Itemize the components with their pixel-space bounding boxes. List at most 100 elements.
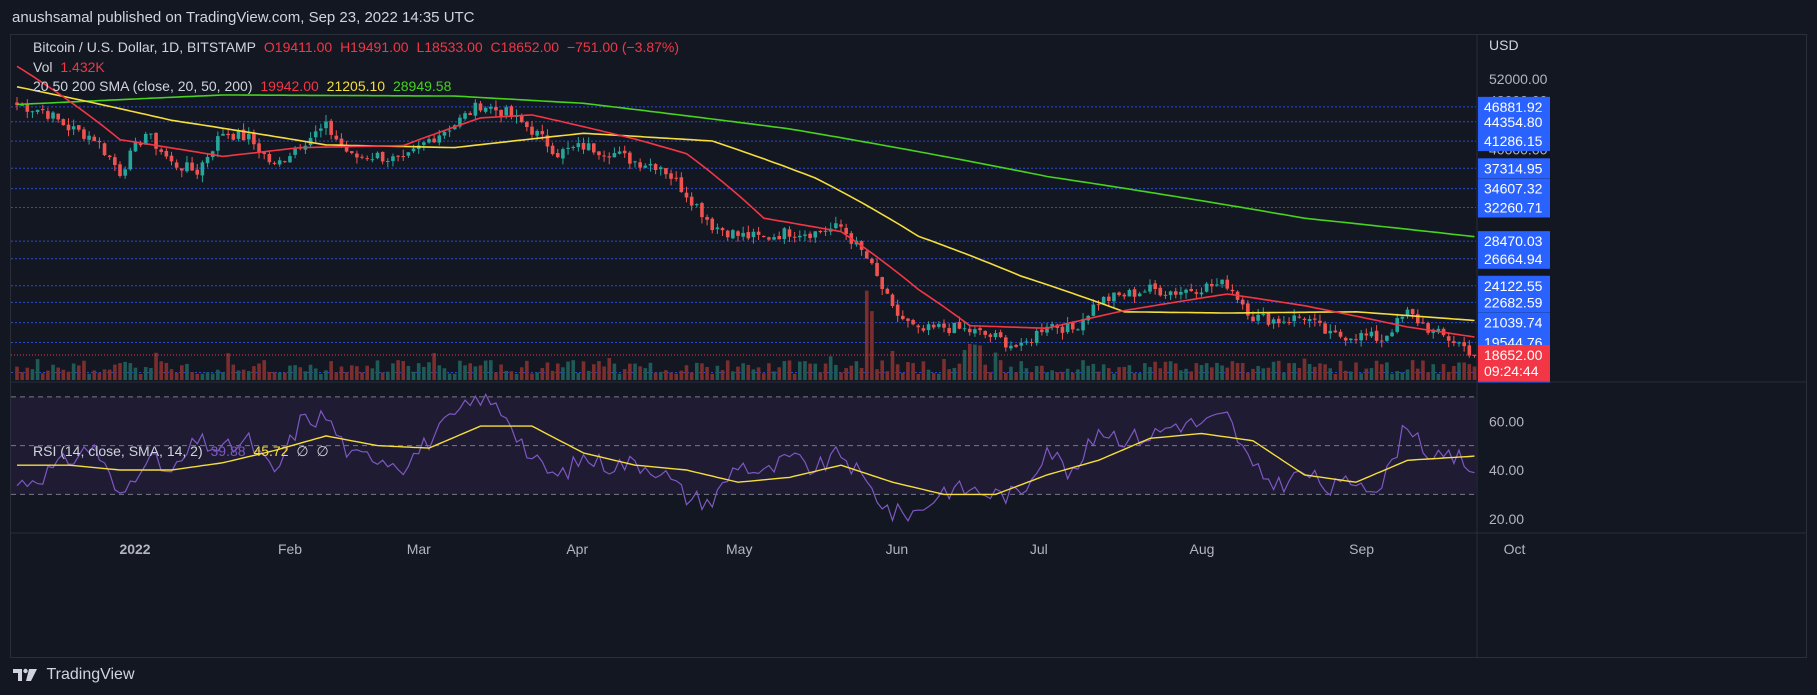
volume-bar — [1323, 364, 1327, 380]
volume-bar — [1313, 366, 1317, 380]
candle-body — [875, 262, 879, 276]
volume-bar — [190, 372, 194, 380]
open-value: O19411.00 — [263, 39, 333, 55]
volume-bar — [1359, 373, 1363, 380]
sma-label[interactable]: 20 50 200 SMA (close, 20, 50, 200) — [33, 78, 253, 94]
candle-body — [288, 156, 292, 163]
candle-body — [149, 133, 153, 135]
candle-body — [143, 133, 148, 145]
candle-body — [308, 137, 313, 146]
volume-bar — [741, 363, 745, 380]
volume-bar — [298, 367, 303, 380]
candle-body — [1400, 316, 1405, 319]
volume-bar — [890, 350, 895, 380]
sma200-line — [16, 94, 1475, 238]
volume-bar — [617, 373, 622, 380]
time-axis-tick: Oct — [1504, 541, 1526, 557]
candle-body — [1163, 294, 1168, 296]
volume-bar — [1210, 367, 1214, 380]
candle-body — [102, 143, 107, 156]
volume-bar — [906, 362, 910, 380]
candle-body — [967, 328, 972, 333]
volume-bar — [988, 372, 993, 380]
price-level-label-bg — [1478, 197, 1550, 218]
volume-bar — [40, 373, 45, 380]
volume-bar — [1354, 362, 1358, 380]
candle-body — [612, 153, 617, 158]
volume-bar — [494, 372, 498, 380]
rsi-axis-tick: 20.00 — [1489, 511, 1524, 527]
candle-body — [370, 159, 375, 161]
volume-bar — [138, 373, 143, 380]
volume-bar — [334, 372, 339, 380]
volume-bar — [1364, 368, 1369, 380]
chart-canvas[interactable]: USD52000.0048000.0040000.0046881.9244354… — [11, 35, 1806, 657]
volume-bar — [128, 363, 133, 380]
candle-body — [432, 138, 436, 143]
volume-bar — [1385, 362, 1389, 380]
price-level-label-bg — [1478, 178, 1550, 199]
volume-bar — [246, 371, 251, 380]
volume-bar — [895, 364, 900, 380]
candle-body — [71, 126, 76, 130]
candle-body — [803, 234, 807, 236]
volume-bar — [257, 363, 261, 380]
volume-bar — [30, 369, 35, 380]
volume-bar — [1379, 364, 1384, 380]
volume-bar — [576, 372, 581, 380]
candle-body — [494, 106, 498, 111]
candle-body — [782, 228, 787, 240]
candle-body — [1446, 336, 1451, 341]
volume-bar — [293, 365, 297, 380]
vol-label[interactable]: Vol — [33, 59, 53, 75]
volume-bar — [164, 362, 169, 380]
sma50-value: 21205.10 — [326, 78, 386, 94]
rsi-line — [16, 393, 1475, 523]
rsi-label[interactable]: RSI (14, close, SMA, 14, 2) — [33, 443, 203, 459]
candle-body — [679, 177, 684, 193]
volume-bar — [555, 363, 560, 380]
candle-body — [926, 324, 931, 331]
volume-bar — [731, 371, 735, 380]
volume-bar — [1215, 362, 1219, 380]
price-level-label: 44354.80 — [1484, 114, 1543, 130]
volume-bar — [818, 372, 823, 380]
candle-body — [1421, 322, 1425, 324]
volume-bar — [870, 311, 874, 380]
candle-body — [56, 113, 60, 120]
volume-bar — [885, 371, 890, 380]
price-level-label: 34607.32 — [1484, 181, 1543, 197]
volume-bar — [169, 369, 174, 380]
volume-bar — [1436, 373, 1441, 380]
volume-bar — [1302, 358, 1307, 380]
candle-body — [1107, 296, 1111, 301]
candle-body — [1091, 304, 1096, 316]
volume-bar — [1374, 360, 1379, 380]
candle-body — [483, 107, 488, 112]
tradingview-logo-icon[interactable] — [12, 667, 38, 683]
volume-bar — [1050, 370, 1054, 380]
candle-body — [617, 151, 622, 154]
candle-body — [550, 145, 555, 155]
volume-bar — [643, 368, 648, 380]
candle-body — [1029, 342, 1034, 344]
candle-body — [1405, 309, 1410, 317]
volume-bar — [767, 363, 771, 380]
volume-bar — [550, 370, 555, 380]
candle-body — [283, 161, 287, 163]
volume-bar — [926, 369, 931, 380]
volume-bar — [180, 365, 184, 380]
candle-body — [1081, 319, 1085, 331]
volume-bar — [1101, 364, 1106, 380]
volume-bar — [1179, 370, 1183, 380]
candle-body — [406, 152, 411, 156]
volume-bar — [571, 360, 575, 380]
volume-bar — [1282, 372, 1286, 380]
volume-bar — [1220, 365, 1224, 380]
candle-body — [870, 258, 874, 264]
volume-bar — [566, 361, 570, 380]
candle-body — [839, 224, 843, 227]
volume-bar — [386, 371, 390, 380]
symbol-title[interactable]: Bitcoin / U.S. Dollar, 1D, BITSTAMP — [33, 39, 257, 55]
tradingview-brand[interactable]: TradingView — [46, 666, 135, 683]
